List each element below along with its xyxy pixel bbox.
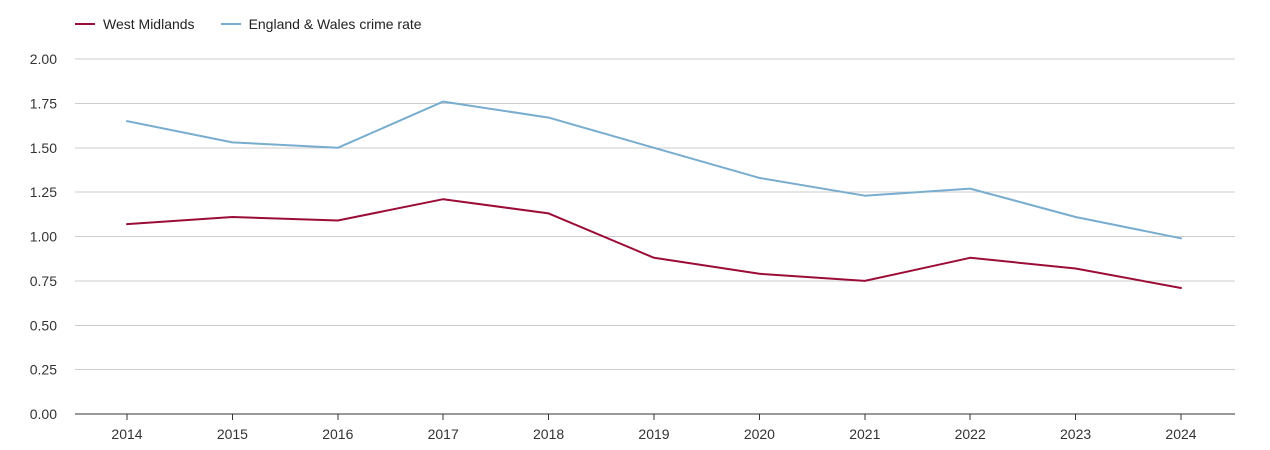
- y-tick-label: 2.00: [30, 51, 57, 67]
- x-tick-label: 2019: [638, 426, 669, 442]
- chart-legend: West Midlands England & Wales crime rate: [75, 16, 448, 32]
- x-tick-label: 2024: [1165, 426, 1196, 442]
- series-line-west-midlands: [126, 198, 1182, 289]
- y-tick-label: 0.25: [30, 362, 57, 378]
- y-tick-label: 0.50: [30, 317, 57, 333]
- x-tick-label: 2017: [428, 426, 459, 442]
- y-tick-label: 1.00: [30, 229, 57, 245]
- x-tick-label: 2021: [849, 426, 880, 442]
- y-tick-label: 1.25: [30, 184, 57, 200]
- legend-item-england-wales[interactable]: England & Wales crime rate: [220, 16, 422, 32]
- x-tick-label: 2016: [322, 426, 353, 442]
- y-tick-label: 1.75: [30, 95, 57, 111]
- x-tick-label: 2018: [533, 426, 564, 442]
- legend-swatch-west-midlands: [75, 23, 95, 25]
- y-tick-label: 0.00: [30, 406, 57, 422]
- y-tick-label: 0.75: [30, 273, 57, 289]
- x-tick-label: 2015: [217, 426, 248, 442]
- legend-swatch-england-wales: [220, 23, 241, 25]
- x-tick-label: 2023: [1060, 426, 1091, 442]
- legend-label-west-midlands: West Midlands: [103, 16, 195, 32]
- legend-label-england-wales: England & Wales crime rate: [248, 16, 422, 32]
- x-tick-label: 2020: [744, 426, 775, 442]
- x-tick-label: 2014: [111, 426, 142, 442]
- series-line-england-wales-crime-rate: [126, 100, 1182, 240]
- legend-item-west-midlands[interactable]: West Midlands: [75, 16, 195, 32]
- y-tick-label: 1.50: [30, 140, 57, 156]
- x-tick-label: 2022: [955, 426, 986, 442]
